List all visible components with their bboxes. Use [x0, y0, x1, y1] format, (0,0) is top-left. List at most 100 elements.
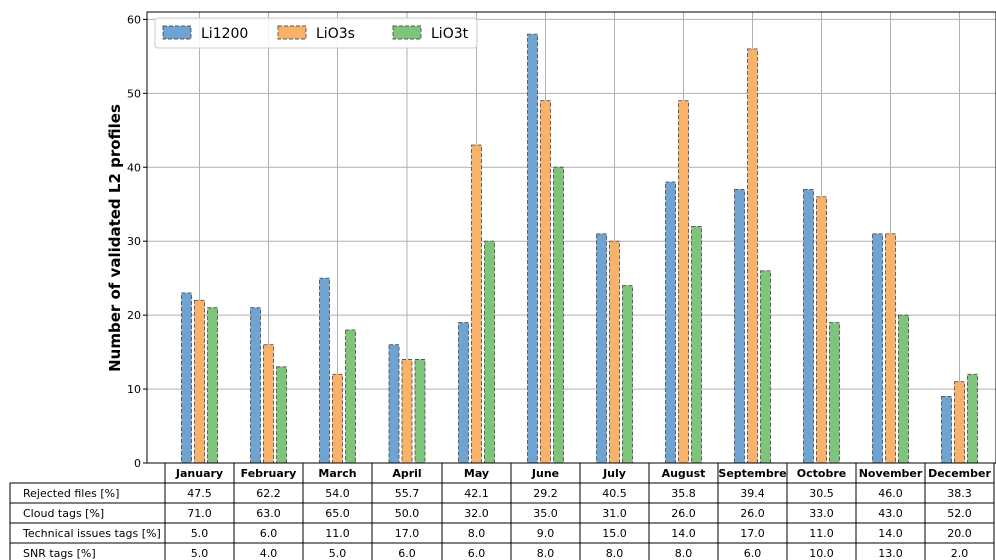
bar-lio3s-january: [194, 299, 205, 464]
x-tick-label: December: [928, 467, 991, 480]
table-cell-value: 17.0: [395, 527, 420, 540]
table-cell-value: 26.0: [740, 507, 765, 520]
table-row-label: Cloud tags [%]: [23, 507, 104, 520]
y-tick-label: 0: [134, 457, 141, 470]
table-row-label: Rejected files [%]: [23, 487, 119, 500]
table-cell-value: 8.0: [468, 527, 486, 540]
x-tick-label: July: [602, 467, 626, 480]
table-cell-value: 35.0: [533, 507, 558, 520]
bar-lio3t-november: [898, 314, 909, 464]
table-cell-value: 52.0: [947, 507, 972, 520]
bar-li1200-octobre: [803, 188, 814, 464]
table-cell-value: 6.0: [744, 547, 762, 560]
legend-label-li1200: Li1200: [201, 26, 248, 42]
table-cell-value: 40.5: [602, 487, 627, 500]
table-cell-value: 13.0: [878, 547, 903, 560]
bar-lio3t-septembre: [760, 270, 771, 464]
legend-label-lio3s: LiO3s: [316, 26, 355, 42]
x-tick-label: April: [392, 467, 421, 480]
bar-lio3t-april: [414, 359, 426, 464]
legend-swatch-lio3s: [277, 25, 307, 40]
table-cell-value: 26.0: [671, 507, 696, 520]
table-cell-value: 8.0: [606, 547, 624, 560]
bar-lio3t-january: [207, 307, 218, 464]
legend-label-lio3t: LiO3t: [431, 26, 469, 42]
table-cell-value: 55.7: [395, 487, 420, 500]
table-cell-value: 17.0: [740, 527, 765, 540]
table-cell-value: 9.0: [537, 527, 555, 540]
bar-lio3s-may: [471, 144, 482, 464]
bar-lio3t-february: [276, 366, 287, 464]
bar-lio3s-septembre: [747, 48, 758, 464]
bar-li1200-june: [527, 33, 538, 464]
bar-lio3t-july: [622, 285, 633, 464]
table-cell-value: 33.0: [809, 507, 834, 520]
x-tick-label: November: [859, 467, 923, 480]
bar-li1200-august: [665, 181, 676, 464]
bar-series: [181, 33, 978, 464]
bar-li1200-december: [941, 396, 952, 464]
data-table: January February March April May June July Augu…: [9, 462, 995, 560]
table-cell-value: 8.0: [675, 547, 693, 560]
y-tick-label: 50: [127, 87, 141, 100]
bar-li1200-july: [596, 233, 607, 464]
table-cell-value: 62.2: [256, 487, 281, 500]
bar-lio3s-august: [678, 100, 689, 464]
table-cell-value: 43.0: [878, 507, 903, 520]
bar-li1200-septembre: [734, 188, 745, 464]
bar-li1200-may: [458, 322, 469, 464]
x-tick-label: Septembre: [718, 467, 786, 480]
table-row-label: Technical issues tags [%]: [22, 527, 161, 540]
bar-li1200-november: [872, 233, 883, 464]
x-tick-label: February: [241, 467, 297, 480]
table-cell-value: 11.0: [325, 527, 350, 540]
x-tick-label: January: [175, 467, 223, 480]
table-cell-value: 6.0: [260, 527, 278, 540]
table-cell-value: 63.0: [256, 507, 281, 520]
x-tick-label: August: [662, 467, 706, 480]
grid-lines: [147, 12, 996, 464]
bar-lio3s-february: [263, 344, 274, 464]
bar-lio3t-octobre: [829, 322, 840, 464]
table-cell-value: 71.0: [187, 507, 212, 520]
y-tick-label: 10: [127, 383, 141, 396]
table-cell-value: 20.0: [947, 527, 972, 540]
y-axis-label: Number of validated L2 profiles: [106, 104, 124, 372]
table-cell-value: 5.0: [329, 547, 347, 560]
bar-lio3s-november: [885, 233, 896, 464]
y-tick-label: 60: [127, 13, 141, 26]
bar-lio3s-july: [609, 240, 620, 464]
table-cell-value: 14.0: [878, 527, 903, 540]
y-tick-label: 30: [127, 235, 141, 248]
table-cell-value: 5.0: [191, 527, 209, 540]
table-cell-value: 29.2: [533, 487, 558, 500]
y-tick-label: 40: [127, 161, 141, 174]
bar-lio3t-march: [345, 329, 356, 464]
table-cell-value: 47.5: [187, 487, 212, 500]
table-cell-value: 4.0: [260, 547, 278, 560]
bar-lio3t-august: [691, 225, 702, 464]
table-cell-value: 38.3: [947, 487, 972, 500]
table-cell-value: 31.0: [602, 507, 627, 520]
table-cell-value: 6.0: [468, 547, 486, 560]
x-tick-label: Octobre: [797, 467, 846, 480]
table-cell-value: 8.0: [537, 547, 555, 560]
bar-lio3s-march: [332, 373, 343, 464]
table-cell-value: 2.0: [951, 547, 969, 560]
legend-box: [154, 17, 478, 49]
legend: Li1200 LiO3s LiO3t: [154, 17, 478, 49]
bar-lio3t-december: [967, 373, 978, 464]
plot-frame: [146, 11, 996, 464]
table-cell-value: 54.0: [325, 487, 350, 500]
table-cell: [924, 542, 995, 560]
table-cell-value: 32.0: [464, 507, 489, 520]
bar-li1200-january: [181, 292, 192, 464]
bar-lio3s-june: [540, 100, 551, 464]
bar-lio3t-june: [553, 166, 564, 464]
bar-li1200-february: [250, 307, 261, 464]
table-cell-value: 46.0: [878, 487, 903, 500]
y-axis: 0 10 20 30 40 50 60: [127, 13, 147, 470]
table-cell-value: 35.8: [671, 487, 696, 500]
bar-li1200-march: [319, 277, 330, 464]
